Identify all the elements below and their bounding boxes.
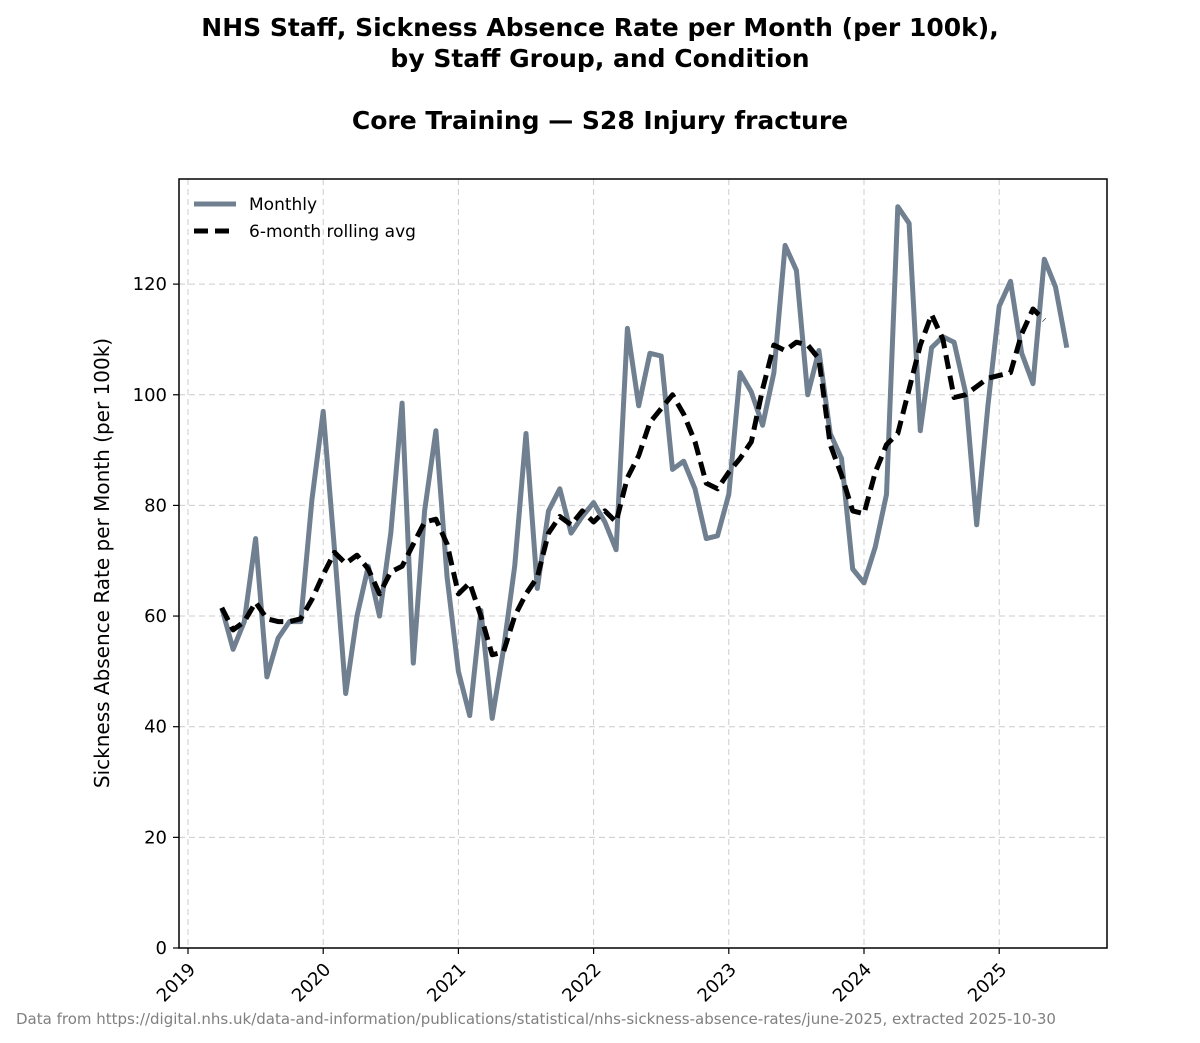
x-tick-label: 2022	[558, 959, 605, 1006]
chart-title-line-1: NHS Staff, Sickness Absence Rate per Mon…	[201, 13, 999, 42]
y-tick-label: 20	[144, 827, 167, 848]
x-tick-label: 2024	[829, 959, 876, 1006]
grid	[179, 179, 1107, 949]
series-layer	[219, 204, 1070, 721]
x-tick-label: 2021	[423, 959, 470, 1006]
x-tick-label: 2019	[153, 959, 200, 1006]
legend-label: 6-month rolling avg	[249, 222, 416, 242]
y-axis-label: Sickness Absence Rate per Month (per 100…	[90, 337, 114, 789]
x-tick-label: 2020	[288, 959, 335, 1006]
legend-label: Monthly	[249, 195, 317, 215]
chart-title: NHS Staff, Sickness Absence Rate per Mon…	[0, 12, 1200, 74]
chart-title-line-2: by Staff Group, and Condition	[390, 44, 810, 73]
y-tick-label: 120	[133, 274, 167, 295]
y-tick-label: 40	[144, 717, 167, 738]
legend: Monthly 6-month rolling avg	[194, 195, 416, 242]
y-tick-label: 100	[133, 385, 167, 406]
x-tick-label: 2023	[694, 959, 741, 1006]
series-line-monthly	[219, 204, 1070, 721]
y-tick-label: 60	[144, 606, 167, 627]
y-tick-label: 0	[156, 938, 167, 959]
series-line-rolling-avg	[219, 306, 1047, 658]
source-footnote: Data from https://digital.nhs.uk/data-an…	[16, 1010, 1056, 1028]
plot-frame	[178, 178, 1108, 949]
y-tick-label: 80	[144, 495, 167, 516]
chart-subtitle: Core Training — S28 Injury fracture	[351, 106, 849, 135]
x-tick-label: 2025	[964, 959, 1011, 1006]
